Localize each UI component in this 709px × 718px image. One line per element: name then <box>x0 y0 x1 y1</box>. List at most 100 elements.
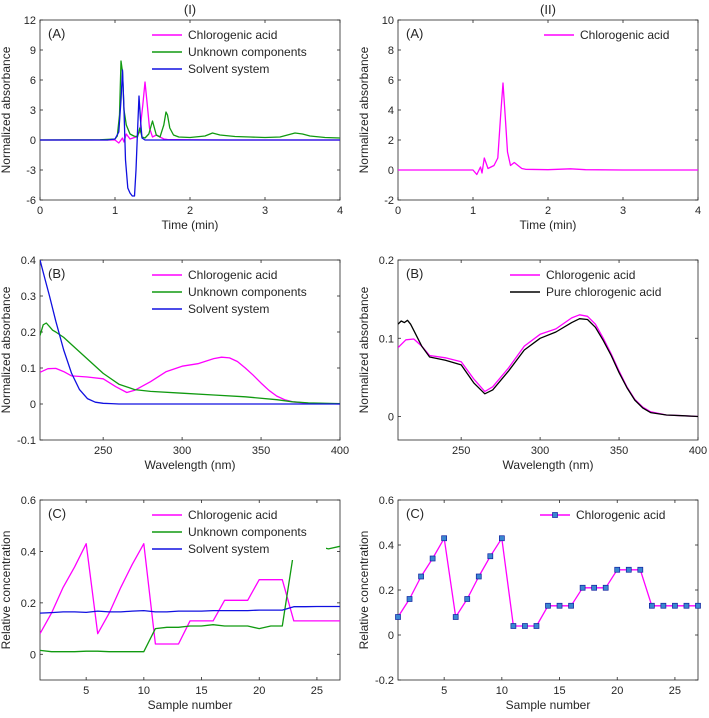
x-tick-label: 25 <box>669 685 681 697</box>
y-tick-label: 3 <box>30 105 36 117</box>
y-tick-label: 0 <box>388 165 394 177</box>
column-title-ii: (II) <box>540 2 556 17</box>
x-tick-label: 0 <box>37 205 43 217</box>
y-tick-label: 0 <box>30 649 36 661</box>
y-tick-label: -6 <box>26 195 36 207</box>
legend-entry: Unknown components <box>188 45 307 59</box>
data-point <box>487 553 494 560</box>
x-tick-label: 250 <box>452 445 470 457</box>
x-tick-label: 0 <box>395 205 401 217</box>
y-tick-label: 0.2 <box>21 327 36 339</box>
legend-box <box>506 265 692 303</box>
x-tick-label: 5 <box>83 685 89 697</box>
series-line <box>40 322 340 405</box>
series-line <box>398 314 698 418</box>
y-tick-label: 0.1 <box>21 363 36 375</box>
panel-ib: 250 300 350 400 -0.1 0 0.1 0.2 0.3 0.4 Wavelength … <box>0 255 349 472</box>
panel-iib: 250 300 350 400 0 0.1 0.2 Wavelength (nm) Normal… <box>357 255 707 472</box>
data-point <box>672 602 678 609</box>
series-line <box>40 69 340 197</box>
series-line <box>40 81 340 144</box>
y-tick-label: 0.2 <box>379 585 394 597</box>
y-tick-label: 0 <box>388 412 394 424</box>
y-tick-label: 0 <box>388 630 394 642</box>
legend-box <box>536 505 692 526</box>
y-tick-label: 0.2 <box>379 255 394 267</box>
legend-entry: Unknown components <box>188 285 307 299</box>
x-tick-label: 300 <box>531 445 549 457</box>
data-point <box>568 602 574 609</box>
legend-entry: Chlorogenic acid <box>546 268 635 282</box>
x-tick-label: 3 <box>262 205 268 217</box>
y-tick-label: 12 <box>24 15 36 27</box>
legend-entry: Chlorogenic acid <box>580 28 669 42</box>
x-tick-label: 4 <box>695 205 701 217</box>
panel-label: (B) <box>48 266 65 281</box>
x-tick-label: 3 <box>620 205 626 217</box>
y-axis-label: Relative concentration <box>357 531 371 650</box>
y-tick-label: 8 <box>388 45 394 57</box>
x-tick-label: 20 <box>253 685 265 697</box>
y-tick-label: 0.4 <box>379 540 394 552</box>
legend-marker <box>552 512 558 518</box>
y-tick-label: 0.2 <box>21 598 36 610</box>
data-point <box>625 566 632 573</box>
panel-label: (A) <box>48 26 65 41</box>
y-tick-label: 0.1 <box>379 333 394 345</box>
series-line <box>40 605 340 614</box>
y-tick-label: 0.4 <box>21 255 36 267</box>
y-axis-label: Normalized absorbance <box>357 46 371 173</box>
panel-ic: 5 10 15 20 25 0 0.2 0.4 0.6 Sample number Relative… <box>0 495 341 712</box>
x-axis-label: Sample number <box>506 698 591 712</box>
data-point <box>429 555 436 562</box>
x-tick-label: 5 <box>441 685 447 697</box>
data-point <box>614 566 621 573</box>
data-point <box>591 584 598 591</box>
column-title-i: (I) <box>184 2 196 17</box>
y-tick-label: 0.3 <box>21 291 36 303</box>
data-point <box>510 623 517 629</box>
x-tick-label: 1 <box>470 205 476 217</box>
legend-entry: Solvent system <box>188 302 269 316</box>
legend-entry: Chlorogenic acid <box>188 268 277 282</box>
x-tick-label: 250 <box>94 445 112 457</box>
y-axis-label: Relative concentration <box>0 531 13 650</box>
data-point <box>464 596 471 602</box>
x-axis-label: Time (min) <box>162 218 219 232</box>
legend-box <box>540 25 690 46</box>
legend-entry: Unknown components <box>188 525 307 539</box>
x-tick-label: 400 <box>689 445 707 457</box>
data-point <box>602 584 609 591</box>
y-tick-label: -0.1 <box>17 435 36 447</box>
legend-entry: Chlorogenic acid <box>576 508 665 522</box>
x-tick-label: 350 <box>252 445 270 457</box>
y-tick-label: -2 <box>384 195 394 207</box>
x-tick-label: 1 <box>112 205 118 217</box>
y-tick-label: 0 <box>30 399 36 411</box>
data-point <box>695 602 701 609</box>
panel-iic: 5 10 15 20 25 -0.2 0 0.2 0.4 0.6 Sample number Rela… <box>357 495 701 712</box>
y-tick-label: 10 <box>382 15 394 27</box>
y-tick-label: 0.6 <box>21 495 36 507</box>
series-line <box>40 260 340 405</box>
y-tick-label: 0.6 <box>379 495 394 507</box>
y-tick-label: 0.4 <box>21 546 36 558</box>
x-tick-label: 20 <box>611 685 623 697</box>
x-tick-label: 4 <box>337 205 343 217</box>
axes-box <box>39 499 341 681</box>
legend-entry: Solvent system <box>188 62 269 76</box>
series-line <box>40 545 340 653</box>
axes-box <box>397 499 699 681</box>
panel-label: (C) <box>406 506 424 521</box>
panel-label: (B) <box>406 266 423 281</box>
y-tick-label: -3 <box>26 165 36 177</box>
legend-entry: Chlorogenic acid <box>188 508 277 522</box>
data-point <box>441 535 448 542</box>
axes-box <box>397 259 699 441</box>
data-point <box>648 602 655 609</box>
data-point <box>522 623 528 629</box>
legend-entry: Pure chlorogenic acid <box>546 285 661 299</box>
panel-label: (C) <box>48 506 66 521</box>
data-point <box>475 573 482 580</box>
